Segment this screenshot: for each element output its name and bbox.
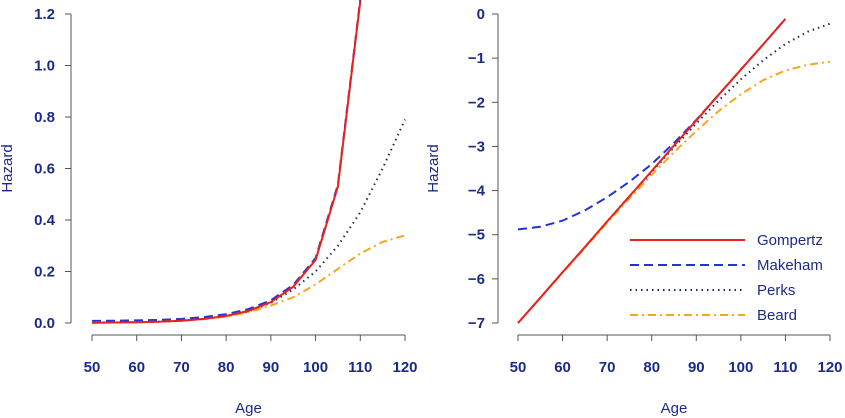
left-y-axis-title: Hazard	[0, 144, 16, 192]
left-series-line-perks	[91, 119, 406, 324]
left-x-tick-label: 70	[173, 359, 190, 376]
right-series-line-gompertz	[517, 18, 787, 324]
left-series-line-gompertz	[91, 0, 362, 324]
left-y-tick-label: 0.0	[34, 315, 55, 332]
left-x-tick-label: 110	[348, 359, 372, 376]
left-y-tick-label: 0.4	[34, 212, 56, 229]
legend: Gompertz Makeham Perks Beard	[630, 232, 823, 324]
left-y-tick-label: 0.6	[34, 161, 55, 178]
legend-label-beard: Beard	[757, 307, 797, 324]
right-series-line-perks	[517, 22, 831, 324]
right-y-tick-label: −5	[468, 227, 485, 244]
legend-label-gompertz: Gompertz	[757, 232, 823, 249]
right-y-tick-label: 0	[477, 6, 485, 23]
right-y-tick-label: −1	[468, 50, 485, 67]
right-y-tick-label: −6	[468, 271, 485, 288]
right-x-tick-label: 120	[817, 359, 842, 376]
left-series-line-beard	[91, 234, 406, 324]
right-x-tick-label: 50	[510, 359, 527, 376]
right-x-tick-label: 90	[688, 359, 705, 376]
right-y-tick-label: −3	[468, 138, 485, 155]
right-x-tick-label: 110	[773, 359, 797, 376]
left-y-tick-label: 0.8	[34, 109, 55, 126]
right-series-line-makeham	[517, 18, 787, 231]
left-y-tick-label: 0.2	[34, 264, 55, 281]
left-series-line-makeham	[91, 0, 362, 322]
left-y-tick-label: 1.0	[34, 58, 55, 75]
right-y-tick-label: −2	[468, 94, 485, 111]
right-x-tick-label: 80	[643, 359, 660, 376]
right-x-tick-label: 60	[554, 359, 571, 376]
left-x-tick-label: 80	[218, 359, 235, 376]
left-y-tick-label: 1.2	[34, 6, 55, 23]
left-x-tick-label: 100	[303, 359, 328, 376]
left-x-axis-title: Age	[235, 400, 262, 417]
left-x-tick-label: 50	[84, 359, 101, 376]
right-x-tick-label: 70	[599, 359, 616, 376]
legend-label-makeham: Makeham	[757, 257, 823, 274]
left-x-tick-label: 60	[128, 359, 145, 376]
left-x-tick-label: 90	[263, 359, 280, 376]
right-x-tick-label: 100	[728, 359, 753, 376]
right-y-tick-label: −7	[468, 315, 485, 332]
left-x-tick-label: 120	[392, 359, 417, 376]
right-y-axis-title: Hazard	[425, 144, 442, 192]
left-chart-panel: 0.0 0.2 0.4 0.6 0.8 1.0 1.2 50 60 70 80 90 100 110 120…	[0, 0, 418, 417]
right-chart-panel: 0 −1 −2 −3 −4 −5 −6 −7 50 60 70 80 90 100 110 120 Age Haz…	[425, 6, 843, 417]
right-y-tick-label: −4	[468, 183, 486, 200]
right-x-axis-title: Age	[661, 400, 688, 417]
legend-label-perks: Perks	[757, 282, 795, 299]
